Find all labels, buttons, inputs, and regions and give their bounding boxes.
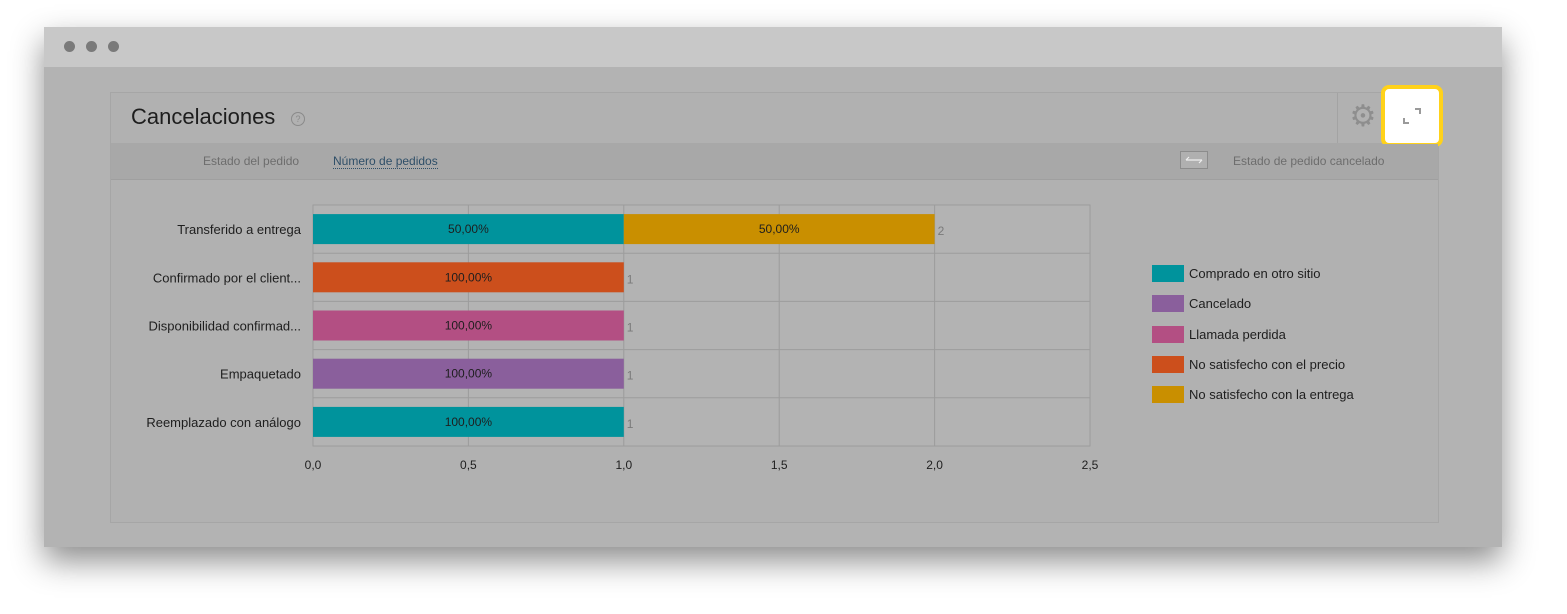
gear-icon[interactable]: ⚙ <box>1349 100 1377 133</box>
bar-segment <box>313 262 624 293</box>
legend-swatch <box>1152 325 1184 343</box>
legend-item[interactable]: No satisfecho con el precio <box>1152 355 1392 374</box>
x-tick-label: 2,5 <box>1082 458 1099 472</box>
window-dot-close[interactable] <box>64 41 75 52</box>
category-label: Confirmado por el client... <box>153 270 301 285</box>
category-label: Reemplazado con análogo <box>146 415 301 430</box>
x-tick-label: 0,5 <box>460 458 477 472</box>
legend-swatch <box>1152 265 1184 282</box>
bar-segment <box>313 310 624 341</box>
x-tick-label: 1,5 <box>771 458 788 472</box>
bar-segment <box>313 358 624 389</box>
bar-total-label: 1 <box>627 321 634 335</box>
bar-chart: 0,0 0,5 1,0 1,5 2,0 2,5 Transferido a entrega 5… <box>146 204 1099 472</box>
legend-label: Comprado en otro sitio <box>1189 266 1321 281</box>
order-count-link[interactable]: Número de pedidos <box>333 154 438 169</box>
category-label: Empaquetado <box>220 367 301 382</box>
legend-label: No satisfecho con la entrega <box>1189 387 1354 403</box>
legend-item[interactable]: Cancelado <box>1152 295 1392 313</box>
legend-label: No satisfecho con el precio <box>1189 356 1346 372</box>
legend-item[interactable]: Comprado en otro sitio <box>1152 265 1392 283</box>
bar-segment <box>313 214 624 245</box>
bar-segment <box>313 406 624 437</box>
expand-button[interactable] <box>1381 85 1443 147</box>
widget-title: Cancelaciones <box>131 104 276 129</box>
legend-item[interactable]: No satisfecho con la entrega <box>1152 386 1392 404</box>
widget-header: Cancelaciones ? ⚙ <box>111 85 1443 147</box>
legend-swatch <box>1152 386 1184 404</box>
cancellations-widget: Cancelaciones ? ⚙ Estado del pedido Núme… <box>110 85 1443 523</box>
bar-data-label: 100,00% <box>445 319 493 333</box>
browser-window: Cancelaciones ? ⚙ Estado del pedido Núme… <box>44 27 1502 547</box>
swap-arrows-icon[interactable] <box>1180 151 1208 169</box>
bar-total-label: 1 <box>627 272 634 286</box>
bar-total-label: 2 <box>938 224 945 238</box>
legend-item[interactable]: Llamada perdida <box>1152 325 1392 344</box>
bar-data-label: 100,00% <box>445 367 493 381</box>
help-icon[interactable]: ? <box>291 112 305 126</box>
window-dot-minimize[interactable] <box>86 41 97 52</box>
x-tick-label: 1,0 <box>615 458 632 472</box>
legend-swatch <box>1152 295 1184 313</box>
bar-total-label: 1 <box>627 417 634 431</box>
bar-data-label: 100,00% <box>445 415 493 429</box>
x-tick-label: 0,0 <box>305 458 322 472</box>
window-dot-maximize[interactable] <box>108 41 119 52</box>
category-label: Disponibilidad confirmad... <box>149 319 301 334</box>
bar-data-label: 100,00% <box>445 270 493 284</box>
legend-label: Llamada perdida <box>1189 326 1286 342</box>
header-divider <box>1337 93 1338 143</box>
window-titlebar <box>44 27 1502 67</box>
widget-subbar: Estado del pedido Número de pedidos Esta… <box>111 144 1438 180</box>
x-tick-label: 2,0 <box>926 458 943 472</box>
cancelled-status-label[interactable]: Estado de pedido cancelado <box>1233 154 1385 168</box>
bar-data-label: 50,00% <box>448 222 489 236</box>
bar-total-label: 1 <box>627 369 634 383</box>
legend-label: Cancelado <box>1189 296 1252 312</box>
order-status-label[interactable]: Estado del pedido <box>203 154 300 168</box>
bar-segment <box>623 214 935 245</box>
category-label: Transferido a entrega <box>177 222 302 237</box>
legend-swatch <box>1152 355 1184 373</box>
expand-icon <box>1403 108 1421 124</box>
bar-data-label: 50,00% <box>759 222 800 236</box>
